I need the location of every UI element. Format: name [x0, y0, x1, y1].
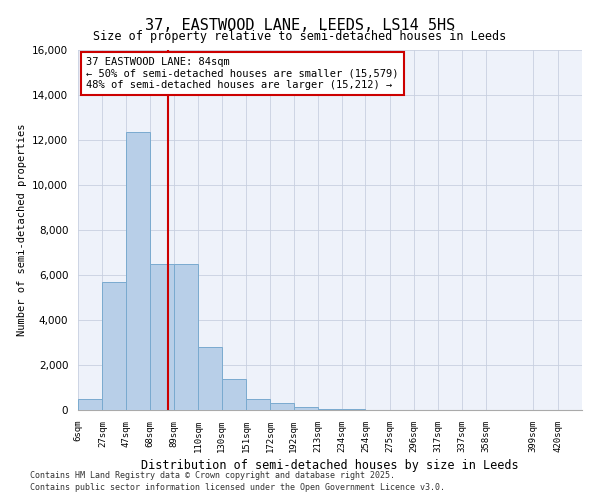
Bar [318, 408, 342, 410]
Bar [103, 282, 125, 410]
Bar [78, 399, 103, 410]
Bar [125, 132, 150, 410]
Text: Size of property relative to semi-detached houses in Leeds: Size of property relative to semi-detach… [94, 30, 506, 43]
Y-axis label: Number of semi-detached properties: Number of semi-detached properties [17, 124, 26, 336]
Text: Contains public sector information licensed under the Open Government Licence v3: Contains public sector information licen… [30, 483, 445, 492]
Text: 37, EASTWOOD LANE, LEEDS, LS14 5HS: 37, EASTWOOD LANE, LEEDS, LS14 5HS [145, 18, 455, 32]
Bar [199, 347, 221, 410]
Bar [221, 379, 246, 410]
Bar [174, 264, 199, 410]
Text: Contains HM Land Registry data © Crown copyright and database right 2025.: Contains HM Land Registry data © Crown c… [30, 470, 395, 480]
Text: 37 EASTWOOD LANE: 84sqm
← 50% of semi-detached houses are smaller (15,579)
48% o: 37 EASTWOOD LANE: 84sqm ← 50% of semi-de… [86, 57, 398, 90]
Bar [246, 399, 271, 410]
X-axis label: Distribution of semi-detached houses by size in Leeds: Distribution of semi-detached houses by … [141, 459, 519, 472]
Bar [150, 264, 174, 410]
Bar [271, 404, 293, 410]
Bar [293, 406, 318, 410]
